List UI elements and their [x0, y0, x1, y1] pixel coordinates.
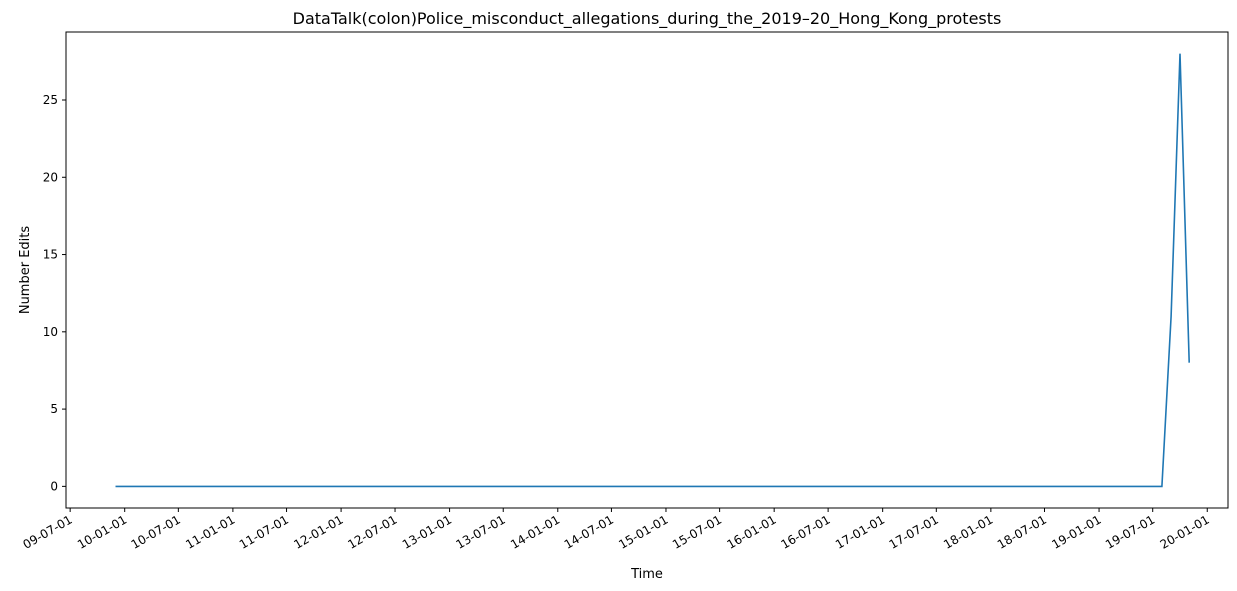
x-tick-label: 11-07-01 [237, 512, 291, 551]
x-tick-label: 17-07-01 [887, 512, 941, 551]
series-line [115, 53, 1190, 488]
y-tick-label: 20 [43, 170, 58, 184]
x-tick-label: 20-01-01 [1158, 512, 1212, 551]
x-tick-label: 16-01-01 [724, 512, 778, 551]
x-tick-label: 18-01-01 [941, 512, 995, 551]
x-tick-label: 19-07-01 [1103, 512, 1157, 551]
y-tick-label: 25 [43, 93, 58, 107]
x-tick-label: 18-07-01 [995, 512, 1049, 551]
x-tick-label: 15-01-01 [616, 512, 670, 551]
y-tick-label: 0 [50, 479, 58, 493]
x-tick-label: 10-07-01 [129, 512, 183, 551]
y-axis-label: Number Edits [18, 226, 33, 315]
x-tick-label: 14-01-01 [508, 512, 562, 551]
x-tick-label: 13-07-01 [454, 512, 508, 551]
y-axis: 0 5 10 15 20 25 [43, 93, 66, 493]
x-axis-label: Time [630, 567, 663, 582]
x-tick-label: 13-01-01 [400, 512, 454, 551]
y-tick-label: 15 [43, 248, 58, 262]
x-tick-label: 11-01-01 [183, 512, 237, 551]
x-tick-label: 14-07-01 [562, 512, 616, 551]
x-tick-label: 12-01-01 [291, 512, 345, 551]
x-tick-label: 10-01-01 [75, 512, 129, 551]
x-tick-label: 12-07-01 [345, 512, 399, 551]
x-tick-label: 15-07-01 [670, 512, 724, 551]
chart-title: DataTalk(colon)Police_misconduct_allegat… [293, 9, 1002, 29]
plot-area [65, 31, 1229, 509]
y-tick-label: 10 [43, 325, 58, 339]
x-tick-label: 19-01-01 [1049, 512, 1103, 551]
x-tick-label: 09-07-01 [20, 512, 74, 551]
x-tick-label: 16-07-01 [778, 512, 832, 551]
y-tick-label: 5 [50, 402, 58, 416]
x-axis: 09-07-01 10-01-01 10-07-01 11-01-01 11-07-01… [20, 508, 1212, 552]
x-tick-label: 17-01-01 [833, 512, 887, 551]
